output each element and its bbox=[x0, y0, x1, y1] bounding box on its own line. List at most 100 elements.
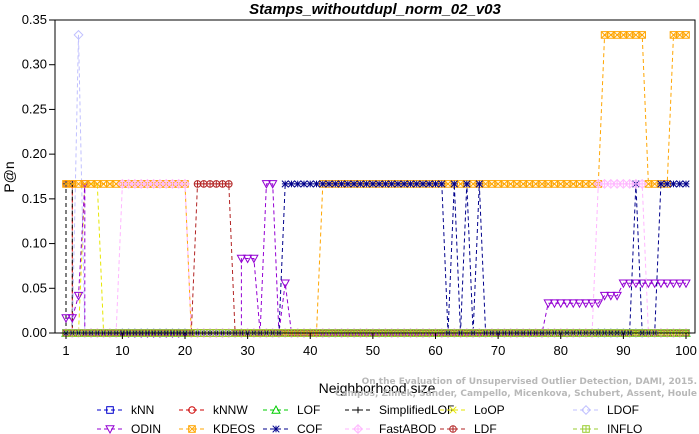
legend-item-odin: ODIN bbox=[97, 422, 161, 434]
point-fastabod bbox=[179, 178, 190, 189]
chart-title: Stamps_withoutdupl_norm_02_v03 bbox=[249, 1, 501, 18]
y-tick-label: 0.25 bbox=[22, 101, 47, 116]
point-cof bbox=[369, 180, 377, 188]
point-odin bbox=[242, 254, 253, 264]
point-cof bbox=[669, 180, 678, 188]
point-cof bbox=[425, 180, 433, 188]
point-odin bbox=[599, 291, 610, 301]
point-odin bbox=[73, 291, 84, 301]
point-odin bbox=[612, 291, 622, 301]
legend-label: KDEOS bbox=[213, 422, 255, 434]
x-tick-label: 60 bbox=[428, 343, 442, 358]
legend-label: LDOF bbox=[607, 403, 639, 417]
legend-item-cof: COF bbox=[263, 422, 322, 434]
x-tick-label: 1 bbox=[62, 343, 69, 358]
point-cof bbox=[676, 180, 684, 188]
legend-item-knn: kNN bbox=[97, 403, 154, 417]
legend-item-inflo: INFLO bbox=[573, 422, 642, 434]
point-cof bbox=[331, 180, 339, 188]
x-tick-label: 20 bbox=[178, 343, 192, 358]
series-line-ldof bbox=[66, 34, 686, 334]
point-odin bbox=[587, 299, 597, 309]
series-loop bbox=[62, 180, 690, 337]
point-odin bbox=[580, 299, 591, 309]
point-odin bbox=[543, 299, 554, 309]
legend-item-lof: LOF bbox=[263, 403, 320, 417]
point-cof bbox=[337, 180, 346, 188]
x-tick-label: 40 bbox=[303, 343, 317, 358]
series-line-odin bbox=[66, 183, 686, 334]
point-ldf bbox=[193, 180, 202, 188]
point-kdeos bbox=[112, 180, 120, 188]
legend-marker bbox=[581, 405, 591, 415]
point-odin bbox=[574, 299, 585, 309]
point-odin bbox=[555, 299, 566, 309]
point-cof bbox=[319, 180, 327, 188]
point-cof bbox=[300, 180, 308, 188]
legend-item-knnw: kNNW bbox=[179, 403, 248, 417]
legend-marker bbox=[106, 406, 114, 414]
point-odin bbox=[67, 314, 78, 324]
series-simplifiedlof bbox=[62, 180, 690, 337]
legend-label: INFLO bbox=[607, 422, 642, 434]
point-cof bbox=[400, 180, 408, 188]
point-cof bbox=[431, 180, 440, 188]
legend-marker bbox=[449, 406, 457, 414]
legend-item-simplifiedlof: SimplifiedLOF bbox=[345, 403, 454, 417]
y-tick-label: 0.30 bbox=[22, 57, 47, 72]
legend-marker bbox=[188, 406, 196, 414]
y-tick-label: 0.00 bbox=[22, 325, 47, 340]
series-ldf bbox=[62, 180, 690, 337]
x-axis: 1 10 20 30 40 50 60 70 80 90 100 bbox=[62, 333, 697, 358]
point-odin bbox=[606, 291, 616, 301]
point-odin bbox=[624, 279, 635, 289]
x-tick-label: 30 bbox=[240, 343, 254, 358]
legend-marker bbox=[582, 425, 590, 433]
plot-marks bbox=[61, 29, 691, 339]
credit-line-1: On the Evaluation of Unsupervised Outlie… bbox=[362, 377, 697, 387]
point-odin bbox=[681, 279, 691, 289]
y-tick-label: 0.20 bbox=[22, 146, 47, 161]
point-cof bbox=[394, 180, 402, 188]
point-ldof bbox=[73, 29, 84, 40]
point-kdeos bbox=[638, 31, 646, 39]
series-odin bbox=[61, 180, 691, 339]
legend-label: LDF bbox=[474, 422, 497, 434]
point-cof bbox=[438, 180, 446, 188]
y-axis: 0.00 0.05 0.10 0.15 0.20 0.25 0.30 0.35 bbox=[22, 12, 55, 340]
point-cof bbox=[663, 180, 671, 188]
point-fastabod bbox=[637, 178, 648, 189]
legend-label: LoOP bbox=[474, 403, 505, 417]
x-tick-label: 90 bbox=[616, 343, 630, 358]
y-tick-label: 0.05 bbox=[22, 280, 47, 295]
point-cof bbox=[406, 180, 415, 188]
legend-marker bbox=[188, 425, 196, 433]
point-cof bbox=[657, 180, 665, 188]
point-odin bbox=[674, 279, 685, 289]
legend-item-fastabod: FastABOD bbox=[345, 422, 437, 434]
series-knnw bbox=[62, 180, 690, 337]
point-cof bbox=[450, 180, 458, 188]
legend: kNN kNNW LOF SimplifiedLOF LoOP LDOF ODIN KDEOS… bbox=[97, 403, 642, 434]
point-odin bbox=[631, 279, 641, 289]
point-cof bbox=[281, 180, 289, 188]
series-line-fastabod bbox=[66, 183, 686, 334]
plot-frame bbox=[54, 19, 696, 334]
x-tick-label: 10 bbox=[115, 343, 129, 358]
x-tick-label: 80 bbox=[554, 343, 568, 358]
legend-label: FastABOD bbox=[379, 422, 437, 434]
point-cof bbox=[475, 180, 483, 188]
legend-item-loop: LoOP bbox=[440, 403, 505, 417]
legend-item-kdeos: KDEOS bbox=[179, 422, 255, 434]
y-axis-label: P@n bbox=[1, 161, 17, 192]
point-cof bbox=[413, 180, 421, 188]
point-cof bbox=[294, 180, 302, 188]
point-ldf bbox=[206, 180, 214, 188]
point-kdeos bbox=[569, 180, 578, 188]
legend-label: SimplifiedLOF bbox=[379, 403, 454, 417]
legend-label: LOF bbox=[297, 403, 320, 417]
point-odin bbox=[656, 279, 666, 289]
point-odin bbox=[549, 299, 560, 309]
point-odin bbox=[568, 299, 579, 309]
